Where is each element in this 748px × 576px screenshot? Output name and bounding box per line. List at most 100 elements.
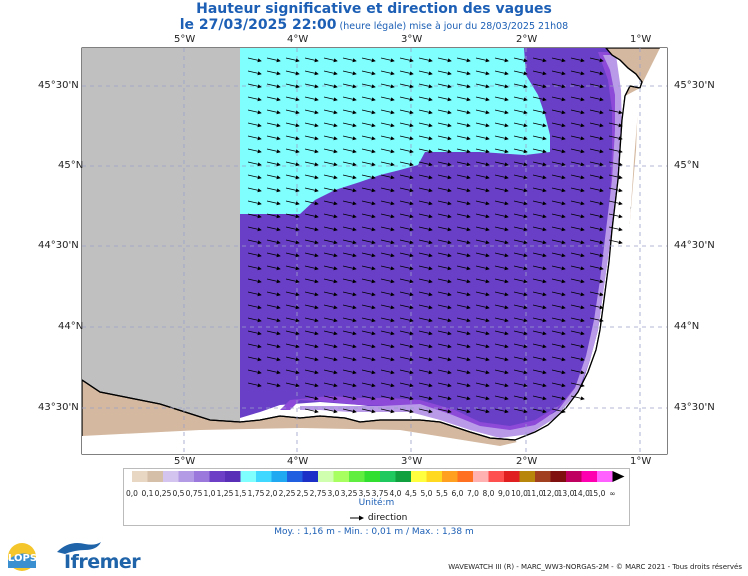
- wave-direction-arrow: [399, 187, 414, 193]
- wave-direction-arrow: [418, 239, 433, 245]
- wave-direction-arrow: [513, 148, 528, 154]
- wave-direction-arrow: [456, 200, 471, 206]
- wave-direction-arrow: [304, 135, 319, 141]
- wave-direction-arrow: [342, 57, 357, 63]
- wave-direction-arrow: [304, 408, 319, 414]
- wave-direction-arrow: [532, 57, 547, 63]
- wave-direction-arrow: [570, 382, 585, 388]
- wave-direction-arrow: [266, 122, 281, 128]
- lat-tick-left-1: 45°30'N: [38, 80, 79, 91]
- wave-direction-arrow: [247, 304, 262, 310]
- wave-direction-arrow: [399, 239, 414, 245]
- legend-label: 3,25: [340, 489, 358, 498]
- wave-direction-arrow: [589, 317, 604, 323]
- legend-swatch: [364, 471, 380, 482]
- legend-swatch: [225, 471, 241, 482]
- wave-direction-arrow: [361, 356, 376, 362]
- wave-direction-arrow: [399, 265, 414, 271]
- wave-direction-arrow: [551, 187, 566, 193]
- wave-direction-arrow: [266, 356, 281, 362]
- wave-direction-arrow: [266, 369, 281, 375]
- wave-direction-arrow: [437, 57, 452, 63]
- wave-direction-arrow: [608, 109, 623, 115]
- legend-swatch: [147, 471, 163, 482]
- wave-direction-arrow: [456, 291, 471, 297]
- wave-direction-arrow: [418, 122, 433, 128]
- wave-direction-arrow: [437, 200, 452, 206]
- wave-direction-arrow: [494, 109, 509, 115]
- wave-direction-arrow: [304, 343, 319, 349]
- wave-direction-arrow: [551, 213, 566, 219]
- wave-direction-arrow: [475, 226, 490, 232]
- wave-direction-arrow: [589, 70, 604, 76]
- wave-direction-arrow: [304, 239, 319, 245]
- wave-direction-arrow: [494, 278, 509, 284]
- wave-direction-arrow: [323, 395, 338, 401]
- wave-direction-arrow: [532, 174, 547, 180]
- wave-direction-arrow: [532, 369, 547, 375]
- wave-direction-arrow: [342, 213, 357, 219]
- wave-direction-arrow: [456, 265, 471, 271]
- wave-direction-arrow: [551, 395, 566, 401]
- legend-swatch: [581, 471, 597, 482]
- wave-direction-arrow: [361, 213, 376, 219]
- wave-direction-arrow: [513, 304, 528, 310]
- legend-label: 0,5: [172, 489, 185, 498]
- wave-direction-arrow: [494, 174, 509, 180]
- wave-direction-arrow: [513, 356, 528, 362]
- wave-direction-arrow: [380, 161, 395, 167]
- wave-direction-arrow: [323, 369, 338, 375]
- wave-direction-arrow: [342, 83, 357, 89]
- wave-direction-arrow: [399, 408, 414, 414]
- wave-direction-arrow: [494, 161, 509, 167]
- wave-direction-arrow: [342, 239, 357, 245]
- legend-swatch: [318, 471, 334, 482]
- lat-tick-left-2: 45°N: [58, 160, 84, 171]
- legend-label: 10,0: [511, 489, 528, 498]
- wave-direction-arrow: [418, 291, 433, 297]
- wave-direction-arrow: [532, 278, 547, 284]
- wave-direction-arrow: [323, 317, 338, 323]
- wave-direction-arrow: [551, 161, 566, 167]
- wave-direction-arrow: [570, 278, 585, 284]
- wave-direction-arrow: [532, 226, 547, 232]
- wave-direction-arrow: [513, 135, 528, 141]
- legend-label: 1,75: [247, 489, 265, 498]
- wave-direction-arrow: [399, 395, 414, 401]
- wave-direction-arrow: [266, 330, 281, 336]
- legend-label: 1,0: [203, 489, 216, 498]
- wave-direction-arrow: [380, 408, 395, 414]
- wave-direction-arrow: [361, 265, 376, 271]
- wave-direction-arrow: [608, 148, 623, 154]
- wave-direction-arrow: [475, 382, 490, 388]
- wave-direction-arrow: [399, 96, 414, 102]
- wave-direction-arrow: [589, 148, 604, 154]
- wave-direction-arrow: [418, 226, 433, 232]
- wave-direction-arrow: [285, 70, 300, 76]
- wave-direction-arrow: [456, 70, 471, 76]
- wave-direction-arrow: [285, 135, 300, 141]
- wave-direction-arrow: [437, 161, 452, 167]
- wave-direction-arrow: [494, 317, 509, 323]
- wave-direction-arrow: [589, 161, 604, 167]
- wave-direction-arrow: [323, 343, 338, 349]
- wave-direction-arrow: [570, 330, 585, 336]
- wave-direction-arrow: [513, 395, 528, 401]
- wave-direction-arrow: [437, 239, 452, 245]
- wave-direction-arrow: [418, 330, 433, 336]
- ifremer-logo-text: Ifremer: [64, 551, 141, 573]
- wave-direction-arrow: [418, 395, 433, 401]
- legend-label: 15,0: [588, 489, 606, 498]
- lon-tick-top-3: 3°W: [401, 34, 423, 45]
- wave-direction-arrow: [266, 148, 281, 154]
- wave-direction-arrow: [285, 226, 300, 232]
- wave-direction-arrow: [494, 369, 509, 375]
- wave-direction-arrow: [323, 70, 338, 76]
- wave-direction-arrow: [513, 70, 528, 76]
- wave-direction-arrow: [456, 122, 471, 128]
- legend-swatch: [178, 471, 194, 482]
- wave-direction-arrow: [513, 278, 528, 284]
- wave-direction-arrow: [494, 122, 509, 128]
- wave-direction-arrow: [380, 395, 395, 401]
- wave-direction-arrow: [513, 122, 528, 128]
